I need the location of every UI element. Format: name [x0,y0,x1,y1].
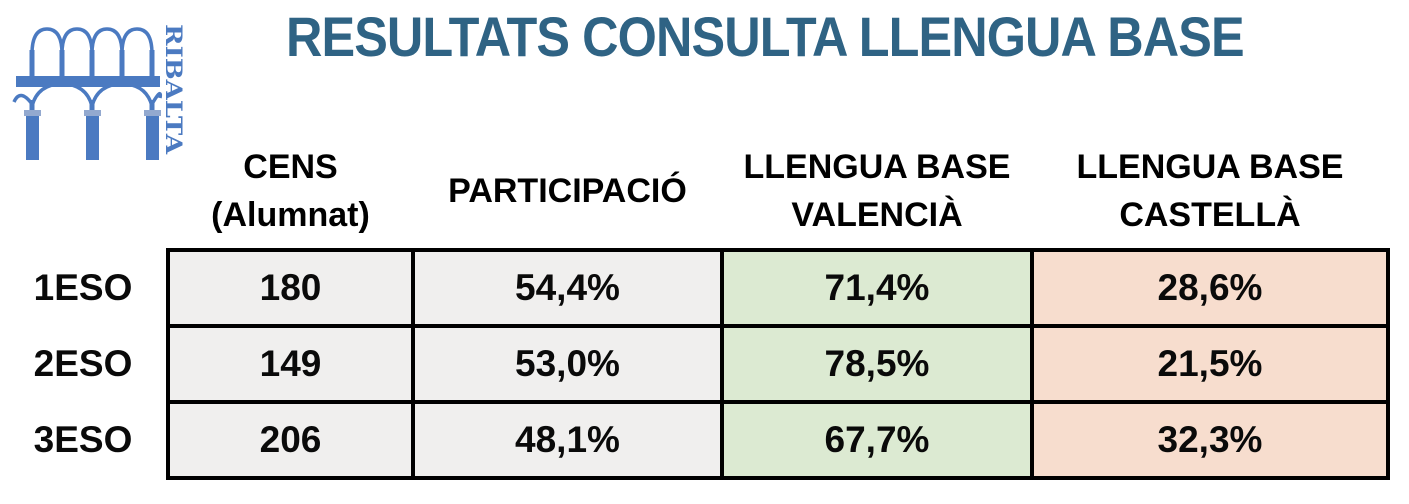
ribalta-logo: RIBALTA [12,10,190,160]
header-castella-line2: CASTELLÀ [1119,196,1301,234]
cell-2eso-participacio: 53,0% [411,324,724,404]
header-castella-line1: LLENGUA BASE [1076,148,1344,187]
header-valencia-line2: VALENCIÀ [791,196,963,234]
header-row: CENS (Alumnat) PARTICIPACIÓ LLENGUA BASE V… [0,136,1388,250]
cell-1eso-cens: 180 [166,248,415,328]
results-table: CENS (Alumnat) PARTICIPACIÓ LLENGUA BASE V… [0,136,1390,480]
cell-3eso-participacio: 48,1% [411,400,724,480]
row-label-3eso: 3ESO [33,419,133,460]
header-llengua-valencia: LLENGUA BASE VALENCIÀ [722,136,1032,250]
header-cens: CENS (Alumnat) [168,136,413,250]
header-llengua-castella: LLENGUA BASE CASTELLÀ [1032,136,1388,250]
header-participacio-line1: PARTICIPACIÓ [448,172,687,211]
aqueduct-logo-icon: RIBALTA [12,24,186,160]
table-row-1eso: 1ESO 180 54,4% 71,4% 28,6% [0,248,1390,328]
cell-2eso-valencia: 78,5% [720,324,1034,404]
cell-2eso-cens: 149 [166,324,415,404]
cell-3eso-castella: 32,3% [1030,400,1390,480]
cell-3eso-cens: 206 [166,400,415,480]
header-valencia-line1: LLENGUA BASE [743,148,1011,187]
header-cens-line1: CENS [243,148,338,187]
cell-1eso-castella: 28,6% [1030,248,1390,328]
header-cens-line2: (Alumnat) [211,196,370,234]
table-row-2eso: 2ESO 149 53,0% 78,5% 21,5% [0,324,1390,404]
logo-vertical-text: RIBALTA [160,24,186,155]
header-participacio: PARTICIPACIÓ [413,136,722,250]
page-title: RESULTATS CONSULTA LLENGUA BASE [286,5,1350,70]
cell-1eso-valencia: 71,4% [720,248,1034,328]
table-row-3eso: 3ESO 206 48,1% 67,7% 32,3% [0,400,1390,480]
page-title-text: RESULTATS CONSULTA LLENGUA BASE [286,5,1245,68]
cell-1eso-participacio: 54,4% [411,248,724,328]
cell-3eso-valencia: 67,7% [720,400,1034,480]
cell-2eso-castella: 21,5% [1030,324,1390,404]
row-label-1eso: 1ESO [33,267,133,308]
header-empty [0,136,168,250]
row-label-2eso: 2ESO [33,343,133,384]
